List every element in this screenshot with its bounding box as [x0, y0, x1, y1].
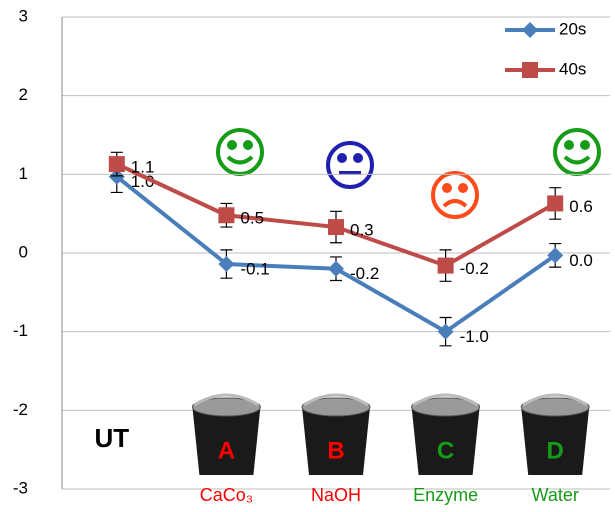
sad-face: [431, 171, 479, 219]
bucket-label: A: [218, 437, 235, 464]
bucket: C: [411, 393, 481, 475]
point: [437, 257, 454, 274]
legend-label: 20s: [559, 19, 586, 38]
bucket-body: [302, 407, 370, 475]
point: [218, 256, 235, 273]
point: [108, 156, 125, 173]
x-tick-label: NaOH: [311, 485, 361, 505]
legend-label: 40s: [559, 59, 586, 78]
point: [328, 219, 344, 236]
bucket-label: B: [327, 437, 344, 464]
value-label: 0.5: [240, 209, 264, 228]
neutral-face: [326, 141, 374, 189]
bucket: B: [301, 393, 371, 475]
x-tick-label: CaCo₃: [200, 485, 253, 505]
y-tick-label: -3: [13, 478, 28, 497]
bucket-label: D: [547, 437, 564, 464]
bucket-handle: [522, 393, 588, 407]
point: [547, 195, 564, 212]
y-tick-label: 2: [19, 85, 28, 104]
y-tick-label: -2: [13, 400, 28, 419]
point: [328, 260, 344, 277]
bucket-handle: [412, 393, 479, 407]
y-tick-label: 1: [19, 164, 28, 183]
bucket: A: [191, 393, 261, 475]
bucket-body: [411, 407, 480, 475]
y-tick-label: 3: [19, 6, 28, 25]
value-label: 0.0: [569, 251, 593, 270]
value-label: 1.1: [131, 158, 155, 177]
bucket-label: C: [437, 437, 454, 464]
smileys: [216, 128, 601, 219]
bucket-rim: [191, 397, 261, 417]
point: [108, 168, 125, 185]
legend-marker: [522, 22, 538, 38]
legend-marker: [522, 62, 538, 78]
value-label: 0.3: [350, 221, 374, 240]
bucket-rim: [520, 397, 590, 417]
happy-face: [216, 128, 264, 176]
bucket-rim: [411, 397, 481, 417]
point: [437, 323, 454, 340]
x-tick-label: Enzyme: [413, 485, 478, 505]
value-label: -0.1: [240, 259, 269, 278]
bucket-body: [192, 407, 261, 475]
bucket-rim: [301, 397, 371, 417]
series-line: [115, 175, 557, 335]
bucket-handle: [303, 393, 369, 407]
point: [218, 207, 235, 224]
bucket-body: [521, 407, 590, 475]
value-label: -1.0: [460, 327, 489, 346]
happy-face: [553, 128, 601, 176]
x-tick-label: UT: [94, 423, 129, 453]
y-tick-label: -1: [13, 321, 28, 340]
point: [547, 247, 564, 264]
value-label: -0.2: [350, 264, 379, 283]
y-tick-label: 0: [19, 242, 28, 261]
value-label: 0.6: [569, 197, 593, 216]
bucket-handle: [193, 393, 260, 407]
x-tick-label: Water: [532, 485, 579, 505]
value-label: -0.2: [460, 259, 489, 278]
bucket: D: [520, 393, 590, 475]
